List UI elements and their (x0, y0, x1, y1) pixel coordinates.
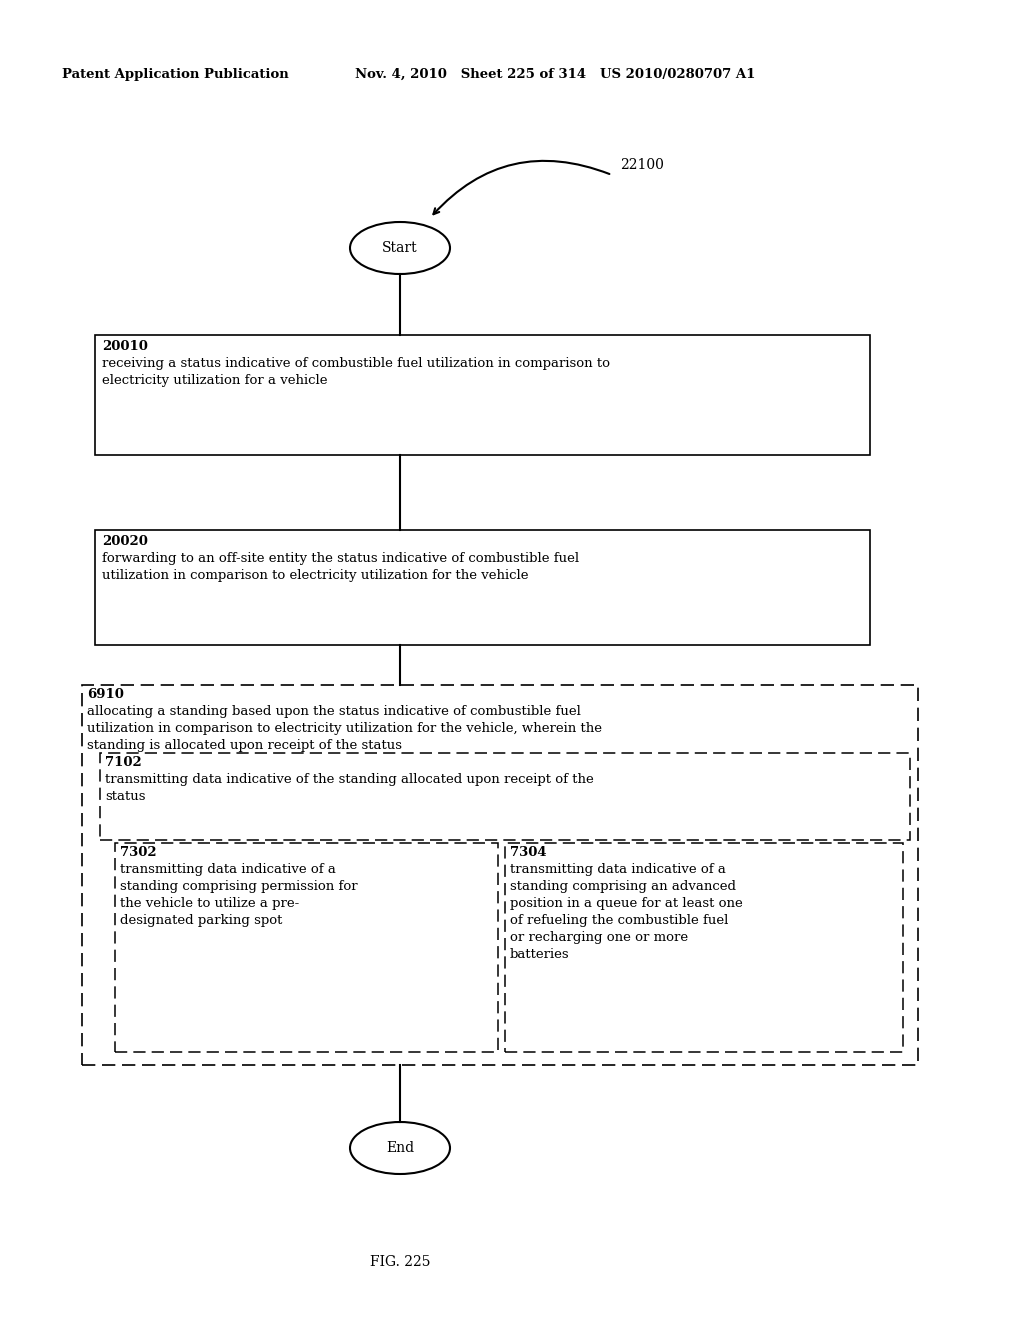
Bar (115, 843, 498, 1052)
Text: utilization in comparison to electricity utilization for the vehicle: utilization in comparison to electricity… (102, 569, 528, 582)
Text: or recharging one or more: or recharging one or more (510, 931, 688, 944)
Text: standing comprising permission for: standing comprising permission for (120, 880, 357, 894)
Text: 7102: 7102 (105, 756, 141, 770)
Bar (505, 843, 903, 1052)
Text: Start: Start (382, 242, 418, 255)
Text: designated parking spot: designated parking spot (120, 913, 283, 927)
Text: 7304: 7304 (510, 846, 547, 859)
Bar (82, 685, 918, 1065)
Text: Nov. 4, 2010   Sheet 225 of 314   US 2010/0280707 A1: Nov. 4, 2010 Sheet 225 of 314 US 2010/02… (355, 69, 756, 81)
Text: FIG. 225: FIG. 225 (370, 1255, 430, 1269)
Text: position in a queue for at least one: position in a queue for at least one (510, 898, 742, 909)
Text: standing is allocated upon receipt of the status: standing is allocated upon receipt of th… (87, 739, 402, 752)
Text: End: End (386, 1140, 414, 1155)
Text: forwarding to an off-site entity the status indicative of combustible fuel: forwarding to an off-site entity the sta… (102, 552, 580, 565)
Text: allocating a standing based upon the status indicative of combustible fuel: allocating a standing based upon the sta… (87, 705, 581, 718)
Text: status: status (105, 789, 145, 803)
Text: utilization in comparison to electricity utilization for the vehicle, wherein th: utilization in comparison to electricity… (87, 722, 602, 735)
Bar (95, 531, 870, 645)
Text: standing comprising an advanced: standing comprising an advanced (510, 880, 736, 894)
Text: Patent Application Publication: Patent Application Publication (62, 69, 289, 81)
Text: the vehicle to utilize a pre-: the vehicle to utilize a pre- (120, 898, 299, 909)
Text: 20010: 20010 (102, 341, 147, 352)
Text: 6910: 6910 (87, 688, 124, 701)
Text: transmitting data indicative of a: transmitting data indicative of a (510, 863, 726, 876)
Text: batteries: batteries (510, 948, 569, 961)
Text: of refueling the combustible fuel: of refueling the combustible fuel (510, 913, 728, 927)
Text: transmitting data indicative of a: transmitting data indicative of a (120, 863, 336, 876)
Text: electricity utilization for a vehicle: electricity utilization for a vehicle (102, 374, 328, 387)
Bar (100, 752, 910, 840)
Bar (95, 335, 870, 455)
Text: 20020: 20020 (102, 535, 147, 548)
Text: 7302: 7302 (120, 846, 157, 859)
Text: transmitting data indicative of the standing allocated upon receipt of the: transmitting data indicative of the stan… (105, 774, 594, 785)
Text: 22100: 22100 (620, 158, 664, 172)
Text: receiving a status indicative of combustible fuel utilization in comparison to: receiving a status indicative of combust… (102, 356, 610, 370)
